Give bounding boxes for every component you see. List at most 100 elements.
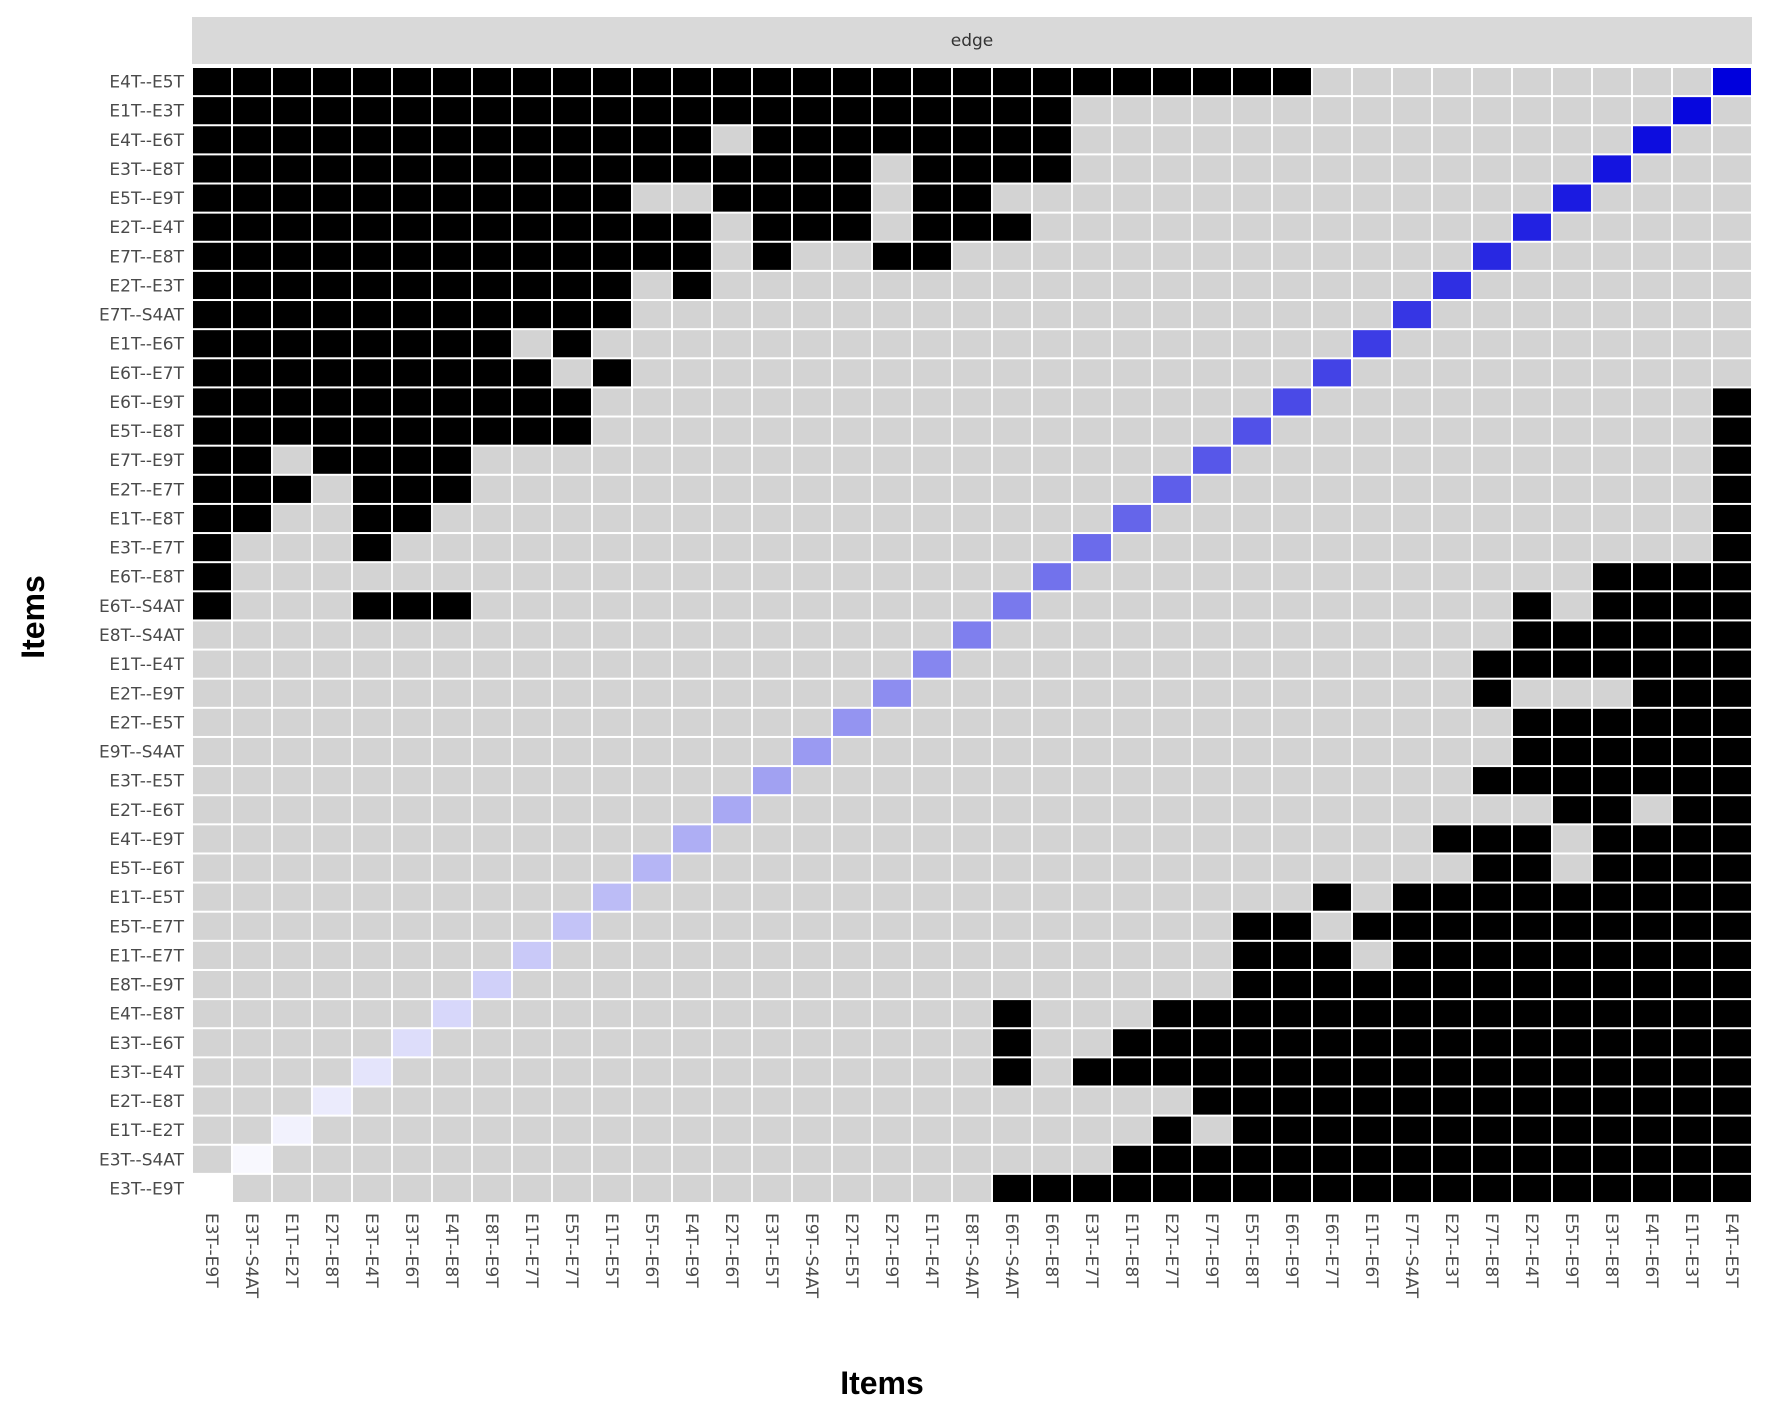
cell — [553, 854, 591, 882]
diagonal-cell — [1673, 97, 1711, 125]
cell — [1593, 534, 1631, 562]
cell — [233, 1058, 271, 1086]
cell — [233, 1087, 271, 1115]
cell — [1073, 796, 1111, 824]
cell — [1713, 534, 1751, 562]
cell — [1513, 1174, 1551, 1202]
cell — [313, 563, 351, 591]
cell — [193, 330, 231, 358]
cell — [1553, 126, 1591, 154]
cell — [1313, 388, 1351, 416]
cell — [833, 359, 871, 387]
cell — [393, 883, 431, 911]
cell — [513, 388, 551, 416]
cell — [873, 825, 911, 853]
cell — [1713, 1145, 1751, 1173]
cell — [1593, 592, 1631, 620]
cell — [353, 68, 391, 96]
cell — [1313, 621, 1351, 649]
cell — [233, 854, 271, 882]
cell — [873, 1000, 911, 1028]
cell — [1153, 563, 1191, 591]
cell — [1553, 825, 1591, 853]
cell — [1633, 825, 1671, 853]
cell — [553, 621, 591, 649]
cell — [1433, 1087, 1471, 1115]
cell — [553, 388, 591, 416]
cell — [1513, 504, 1551, 533]
cell — [833, 912, 871, 940]
cell — [513, 1174, 551, 1202]
cell — [1353, 388, 1391, 416]
diagonal-cell — [953, 621, 991, 649]
cell — [873, 184, 911, 212]
diagonal-cell — [473, 970, 511, 999]
cell — [1633, 417, 1671, 445]
cell — [713, 1116, 751, 1144]
cell — [393, 563, 431, 591]
cell — [1433, 912, 1471, 940]
cell — [193, 592, 231, 620]
cell — [833, 68, 871, 96]
cell — [393, 1058, 431, 1086]
cell — [1673, 621, 1711, 649]
cell — [913, 213, 951, 241]
cell — [1393, 1174, 1431, 1202]
cell — [1713, 592, 1751, 620]
cell — [1673, 1087, 1711, 1115]
cell — [1633, 912, 1671, 940]
cell — [1473, 1145, 1511, 1173]
cell — [353, 1174, 391, 1202]
cell — [1673, 708, 1711, 736]
cell — [953, 446, 991, 474]
cell — [873, 767, 911, 795]
cell — [1073, 1087, 1111, 1115]
cell — [313, 941, 351, 969]
cell — [1113, 592, 1151, 620]
cell — [1393, 1029, 1431, 1057]
cell — [793, 68, 831, 96]
cell — [513, 126, 551, 154]
cell — [1033, 970, 1071, 999]
cell — [473, 883, 511, 911]
cell — [1113, 1087, 1151, 1115]
y-tick-label: E3T--S4AT — [99, 1150, 185, 1170]
cell — [673, 242, 711, 270]
cell — [993, 1058, 1031, 1086]
cell — [233, 359, 271, 387]
x-tick-label: E1T--E7T — [521, 1213, 541, 1288]
cell — [353, 388, 391, 416]
cell — [913, 271, 951, 300]
cell — [473, 708, 511, 736]
cell — [1713, 446, 1751, 474]
cell — [513, 359, 551, 387]
cell — [1593, 854, 1631, 882]
cell — [433, 1116, 471, 1144]
cell — [1393, 796, 1431, 824]
cell — [433, 912, 471, 940]
cell — [513, 650, 551, 678]
cell — [593, 446, 631, 474]
cell — [593, 534, 631, 562]
cell — [1113, 1029, 1151, 1057]
cell — [1513, 767, 1551, 795]
cell — [1313, 475, 1351, 503]
cell — [1393, 417, 1431, 445]
cell — [1033, 1145, 1071, 1173]
cell — [1073, 1174, 1111, 1202]
y-tick-label: E1T--E5T — [109, 888, 184, 908]
cell — [313, 1145, 351, 1173]
cell — [833, 475, 871, 503]
cell — [1433, 155, 1471, 183]
cell — [473, 475, 511, 503]
cell — [433, 854, 471, 882]
y-tick-label: E3T--E7T — [109, 539, 184, 559]
cell — [1393, 970, 1431, 999]
cell — [1313, 184, 1351, 212]
cell — [1273, 825, 1311, 853]
cell — [633, 446, 671, 474]
cell — [1633, 213, 1671, 241]
cell — [1473, 1000, 1511, 1028]
y-tick-label: E8T--E9T — [109, 976, 184, 996]
cell — [1393, 126, 1431, 154]
